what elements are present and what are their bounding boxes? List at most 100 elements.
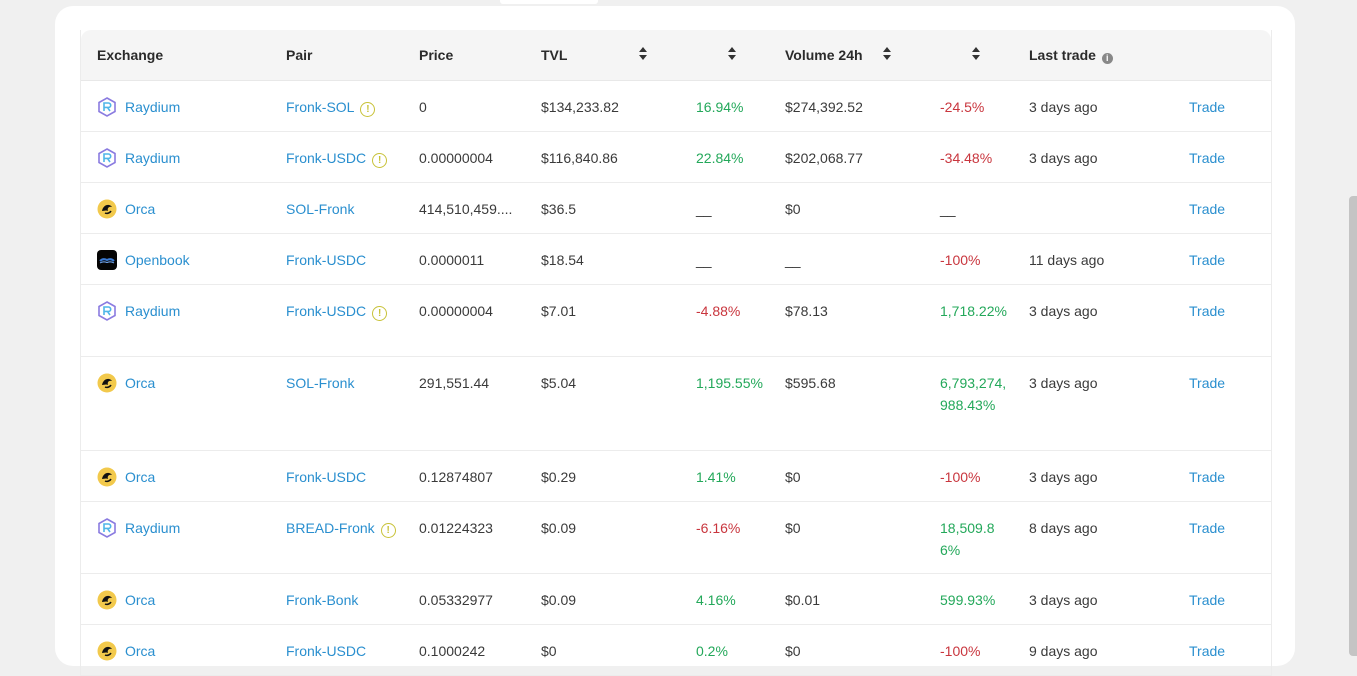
col-exchange[interactable]: Exchange bbox=[81, 30, 270, 81]
warning-icon[interactable]: ! bbox=[372, 306, 388, 321]
col-price[interactable]: Price bbox=[403, 30, 525, 81]
pair-link[interactable]: Fronk-USDC bbox=[286, 252, 367, 268]
cell-volume: $595.68 bbox=[769, 357, 924, 451]
exchange-link[interactable]: Orca bbox=[125, 201, 156, 217]
exchange-link[interactable]: Orca bbox=[125, 643, 156, 659]
col-volume-change[interactable] bbox=[924, 30, 1013, 81]
trade-link[interactable]: Trade bbox=[1189, 303, 1226, 319]
table-row[interactable]: Raydium Fronk-SOL! 0 $134,233.82 16.94% … bbox=[81, 81, 1271, 132]
pair-link[interactable]: Fronk-SOL bbox=[286, 99, 355, 115]
table-header-row: Exchange Pair Price TVL Volume 24h Last … bbox=[81, 30, 1271, 81]
cell-volume: $202,068.77 bbox=[769, 132, 924, 183]
pair-link[interactable]: SOL-Fronk bbox=[286, 375, 355, 391]
col-pair[interactable]: Pair bbox=[270, 30, 403, 81]
trade-link[interactable]: Trade bbox=[1189, 469, 1226, 485]
cell-tvl-change: __ bbox=[680, 234, 769, 285]
col-tvl-change[interactable] bbox=[680, 30, 769, 81]
exchange-link[interactable]: Orca bbox=[125, 375, 156, 391]
exchange-link[interactable]: Raydium bbox=[125, 303, 181, 319]
trade-link[interactable]: Trade bbox=[1189, 520, 1226, 536]
page-scrollbar[interactable] bbox=[1349, 196, 1357, 656]
raydium-logo-icon bbox=[97, 97, 117, 117]
top-tab-indicator bbox=[500, 0, 598, 4]
col-last-trade[interactable]: Last trade i bbox=[1013, 30, 1173, 81]
table-row[interactable]: Orca Fronk-USDC 0.12874807 $0.29 1.41% $… bbox=[81, 451, 1271, 502]
cell-volume-change: -100% bbox=[924, 625, 1013, 676]
cell-exchange: Orca bbox=[81, 574, 270, 625]
table-row[interactable]: Openbook Fronk-USDC 0.0000011 $18.54 __ … bbox=[81, 234, 1271, 285]
sort-volume-icon[interactable] bbox=[883, 47, 891, 61]
exchange-link[interactable]: Raydium bbox=[125, 99, 181, 115]
cell-pair: Fronk-SOL! bbox=[270, 81, 403, 132]
cell-tvl: $0.09 bbox=[525, 574, 680, 625]
pair-link[interactable]: Fronk-Bonk bbox=[286, 592, 359, 608]
cell-price: 0.1000242 bbox=[403, 625, 525, 676]
table-row[interactable]: Orca SOL-Fronk 414,510,459.... $36.5 __ … bbox=[81, 183, 1271, 234]
cell-volume-change: 599.93% bbox=[924, 574, 1013, 625]
info-icon[interactable]: i bbox=[1101, 52, 1113, 64]
exchange-link[interactable]: Raydium bbox=[125, 520, 181, 536]
pair-link[interactable]: Fronk-USDC bbox=[286, 643, 367, 659]
trade-link[interactable]: Trade bbox=[1189, 150, 1226, 166]
cell-exchange: Raydium bbox=[81, 81, 270, 132]
cell-exchange: Raydium bbox=[81, 132, 270, 183]
trade-link[interactable]: Trade bbox=[1189, 592, 1226, 608]
sort-tvl-icon[interactable] bbox=[639, 47, 647, 61]
cell-price: 291,551.44 bbox=[403, 357, 525, 451]
pair-link[interactable]: BREAD-Fronk bbox=[286, 520, 375, 536]
pair-link[interactable]: Fronk-USDC bbox=[286, 150, 367, 166]
table-row[interactable]: Raydium Fronk-USDC! 0.00000004 $116,840.… bbox=[81, 132, 1271, 183]
exchange-link[interactable]: Orca bbox=[125, 592, 156, 608]
cell-exchange: Openbook bbox=[81, 234, 270, 285]
cell-price: 414,510,459.... bbox=[403, 183, 525, 234]
sort-tvl-change-icon[interactable] bbox=[728, 47, 736, 61]
warning-icon[interactable]: ! bbox=[372, 153, 388, 168]
exchange-link[interactable]: Orca bbox=[125, 469, 156, 485]
cell-pair: Fronk-USDC! bbox=[270, 132, 403, 183]
col-tvl[interactable]: TVL bbox=[525, 30, 680, 81]
table-row[interactable]: Orca Fronk-USDC 0.1000242 $0 0.2% $0 -10… bbox=[81, 625, 1271, 676]
cell-volume-change: -24.5% bbox=[924, 81, 1013, 132]
table-row[interactable]: Raydium BREAD-Fronk! 0.01224323 $0.09 -6… bbox=[81, 502, 1271, 574]
cell-volume: $0 bbox=[769, 502, 924, 574]
cell-exchange: Orca bbox=[81, 183, 270, 234]
warning-icon[interactable]: ! bbox=[360, 102, 376, 117]
cell-volume: __ bbox=[769, 234, 924, 285]
warning-icon[interactable]: ! bbox=[380, 523, 396, 538]
pair-link[interactable]: Fronk-USDC bbox=[286, 303, 367, 319]
sort-volume-change-icon[interactable] bbox=[972, 47, 980, 61]
orca-logo-icon bbox=[97, 467, 117, 487]
table-row[interactable]: Raydium Fronk-USDC! 0.00000004 $7.01 -4.… bbox=[81, 285, 1271, 357]
pair-link[interactable]: Fronk-USDC bbox=[286, 469, 367, 485]
cell-tvl: $7.01 bbox=[525, 285, 680, 357]
trade-link[interactable]: Trade bbox=[1189, 252, 1226, 268]
cell-volume-change: -34.48% bbox=[924, 132, 1013, 183]
cell-price: 0.05332977 bbox=[403, 574, 525, 625]
cell-action: Trade bbox=[1173, 81, 1271, 132]
trade-link[interactable]: Trade bbox=[1189, 643, 1226, 659]
exchange-link[interactable]: Openbook bbox=[125, 252, 190, 268]
table-row[interactable]: Orca Fronk-Bonk 0.05332977 $0.09 4.16% $… bbox=[81, 574, 1271, 625]
cell-tvl: $5.04 bbox=[525, 357, 680, 451]
pair-link[interactable]: SOL-Fronk bbox=[286, 201, 355, 217]
cell-price: 0.12874807 bbox=[403, 451, 525, 502]
cell-action: Trade bbox=[1173, 285, 1271, 357]
exchange-link[interactable]: Raydium bbox=[125, 150, 181, 166]
cell-tvl: $18.54 bbox=[525, 234, 680, 285]
trade-link[interactable]: Trade bbox=[1189, 201, 1226, 217]
pools-card bbox=[55, 6, 1295, 666]
cell-tvl: $134,233.82 bbox=[525, 81, 680, 132]
col-volume[interactable]: Volume 24h bbox=[769, 30, 924, 81]
orca-logo-icon bbox=[97, 199, 117, 219]
cell-action: Trade bbox=[1173, 502, 1271, 574]
cell-price: 0 bbox=[403, 81, 525, 132]
cell-tvl-change: 22.84% bbox=[680, 132, 769, 183]
cell-last-trade: 3 days ago bbox=[1013, 451, 1173, 502]
cell-pair: Fronk-USDC bbox=[270, 451, 403, 502]
cell-price: 0.01224323 bbox=[403, 502, 525, 574]
cell-tvl-change: 0.2% bbox=[680, 625, 769, 676]
trade-link[interactable]: Trade bbox=[1189, 375, 1226, 391]
cell-action: Trade bbox=[1173, 234, 1271, 285]
table-row[interactable]: Orca SOL-Fronk 291,551.44 $5.04 1,195.55… bbox=[81, 357, 1271, 451]
trade-link[interactable]: Trade bbox=[1189, 99, 1226, 115]
